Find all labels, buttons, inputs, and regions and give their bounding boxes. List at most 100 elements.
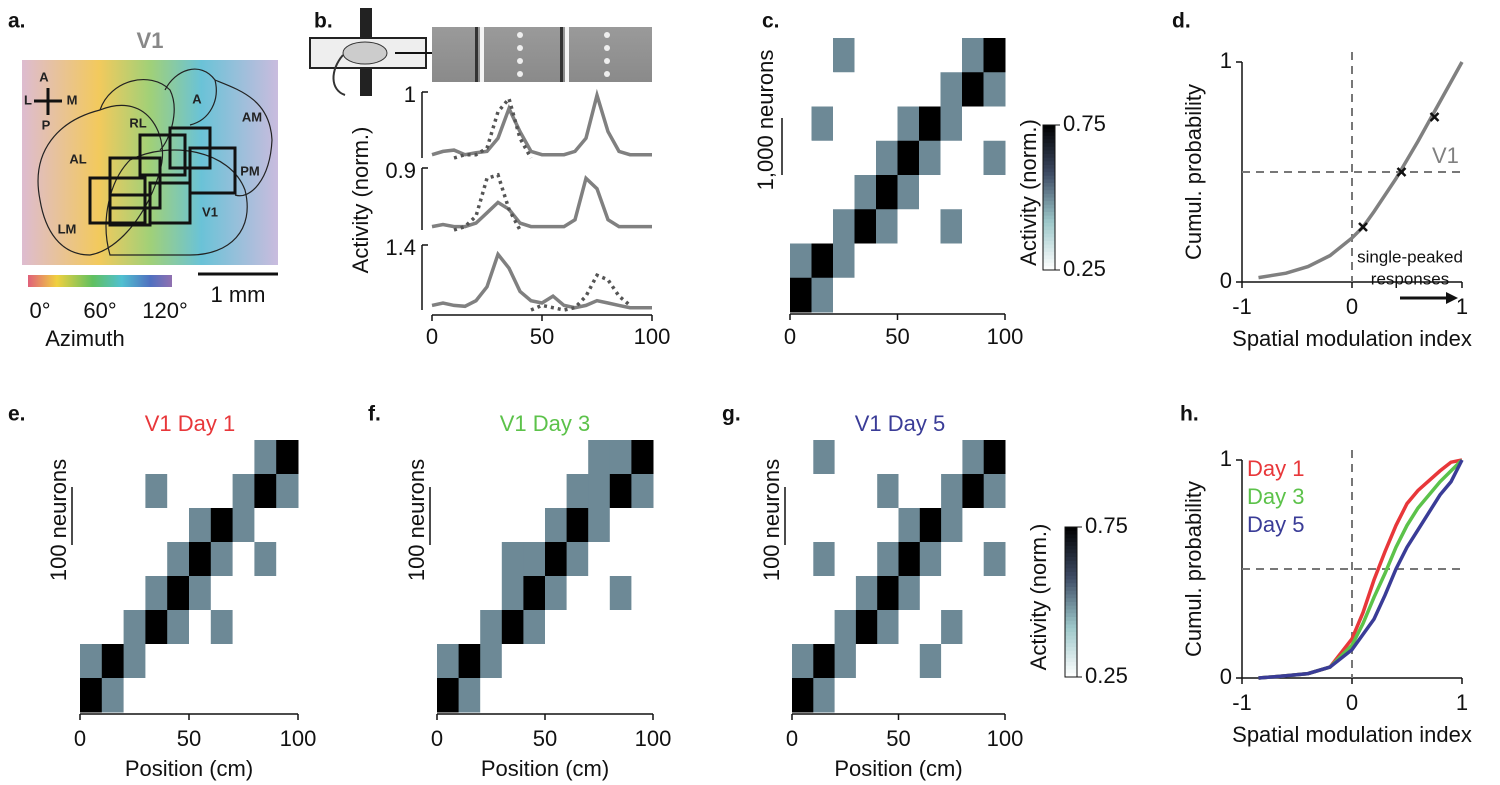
heatmap-cell (854, 140, 877, 176)
heatmap-cell (458, 508, 481, 543)
heatmap-cell (254, 440, 277, 475)
heatmap-cell (145, 610, 168, 645)
heatmap-cell (254, 508, 277, 543)
heatmap-cell (811, 209, 834, 244)
area-outlines (37, 68, 273, 256)
heatmap-cell (80, 440, 103, 475)
heatmap-cell (983, 678, 1006, 713)
colorbar-step (1043, 186, 1055, 191)
colorbar-step (1043, 197, 1055, 202)
x-axis-label: Position (cm) (834, 756, 962, 781)
heatmap-cell (210, 644, 234, 679)
heatmap-cell (276, 474, 299, 509)
heatmap-cell (101, 644, 125, 679)
heatmap-cell (919, 175, 941, 210)
heatmap-cell (167, 678, 190, 713)
heatmap-cell (501, 678, 524, 713)
colorbar-step (1043, 219, 1055, 224)
heatmap-cell (941, 678, 963, 713)
heatmap-cell (811, 106, 834, 142)
heatmap-cell (545, 440, 568, 475)
x-tick-label: 0 (426, 324, 438, 349)
heatmap-cell (480, 678, 503, 713)
colorbar-step (1065, 669, 1077, 674)
heatmap-cell (167, 508, 190, 543)
heatmap-cell (855, 576, 878, 611)
heatmap-cell (210, 542, 234, 577)
y-tick-label: 1 (1220, 446, 1232, 471)
heatmap-cell (167, 610, 190, 645)
colorbar-step (1043, 230, 1055, 235)
heatmap-cell (232, 474, 255, 509)
heatmap-cell (437, 440, 460, 475)
colorbar-step (1043, 226, 1055, 231)
heatmap-cell (962, 140, 984, 176)
scale-label: 1 (404, 82, 416, 107)
heatmap-cell (501, 440, 524, 475)
colorbar-step (1065, 632, 1077, 637)
panel-label: d. (1172, 10, 1191, 33)
heatmap-cell (566, 678, 589, 713)
heatmap-cell (877, 474, 899, 509)
y-axis-label: Cumul. probability (1181, 84, 1206, 260)
area-label: V1 (202, 204, 218, 219)
heatmap-cell (145, 644, 168, 679)
heatmap-cell (962, 106, 984, 142)
heatmap-cell (790, 106, 812, 142)
scale-label: 1,000 neurons (753, 50, 778, 191)
heatmap-cell (792, 542, 814, 577)
heatmap-cell (80, 474, 103, 509)
heatmap-cell (919, 72, 941, 107)
trace (431, 250, 652, 310)
curve (1258, 61, 1464, 280)
heatmap-cell (123, 542, 146, 577)
heatmap-cell (609, 576, 632, 611)
compass (34, 88, 62, 115)
heatmap-cell (210, 508, 234, 543)
heatmap-cell (167, 474, 190, 509)
colorbar-step (1065, 673, 1077, 678)
x-tick-label: 1 (1456, 294, 1468, 319)
heatmap-cell (210, 474, 234, 509)
colorbar-frame (1042, 124, 1056, 271)
y-axis-label: Cumul. probability (1181, 481, 1206, 657)
heatmap-cell (834, 610, 857, 645)
heatmap-cell (458, 440, 481, 475)
heatmap-cell (254, 644, 277, 679)
x-tick-label: 0 (74, 726, 86, 751)
heatmap-cell (80, 576, 103, 611)
heatmap-cell (189, 576, 212, 611)
heatmap-cell (790, 72, 812, 107)
heatmap-cell (609, 542, 632, 577)
heatmap-cell (631, 610, 654, 645)
heatmap-cell (790, 175, 812, 210)
colorbar-step (1043, 128, 1055, 133)
heatmap-cell (189, 610, 212, 645)
heatmap-cell (833, 38, 855, 73)
heatmap-cell (919, 243, 941, 279)
heatmap-cell (458, 474, 481, 509)
panel-label: a. (8, 10, 26, 33)
heatmap-cell (189, 678, 212, 713)
heatmap-cell (962, 610, 985, 645)
heatmap-cell (101, 678, 125, 713)
colorbar-step (1065, 613, 1077, 618)
heatmap-cell (983, 474, 1006, 509)
heatmap-cell (940, 209, 963, 244)
heatmap-cell (210, 678, 234, 713)
heatmap-cell (189, 508, 212, 543)
area-label: LM (58, 221, 77, 236)
heatmap-cell (588, 440, 611, 475)
heatmap-cell (523, 542, 546, 577)
heatmap-cell (80, 542, 103, 577)
x-tick-label: 50 (177, 726, 201, 751)
colorbar-step (1043, 164, 1055, 169)
heatmap-cell (813, 644, 836, 679)
y-tick-label: 1 (1220, 48, 1232, 73)
y-tick-label: 0 (1220, 664, 1232, 689)
heatmap-cell (437, 542, 460, 577)
heatmap-cell (811, 277, 834, 313)
heatmap-cell (501, 474, 524, 509)
heatmap-cell (983, 140, 1006, 176)
heatmap-cell (833, 209, 855, 244)
